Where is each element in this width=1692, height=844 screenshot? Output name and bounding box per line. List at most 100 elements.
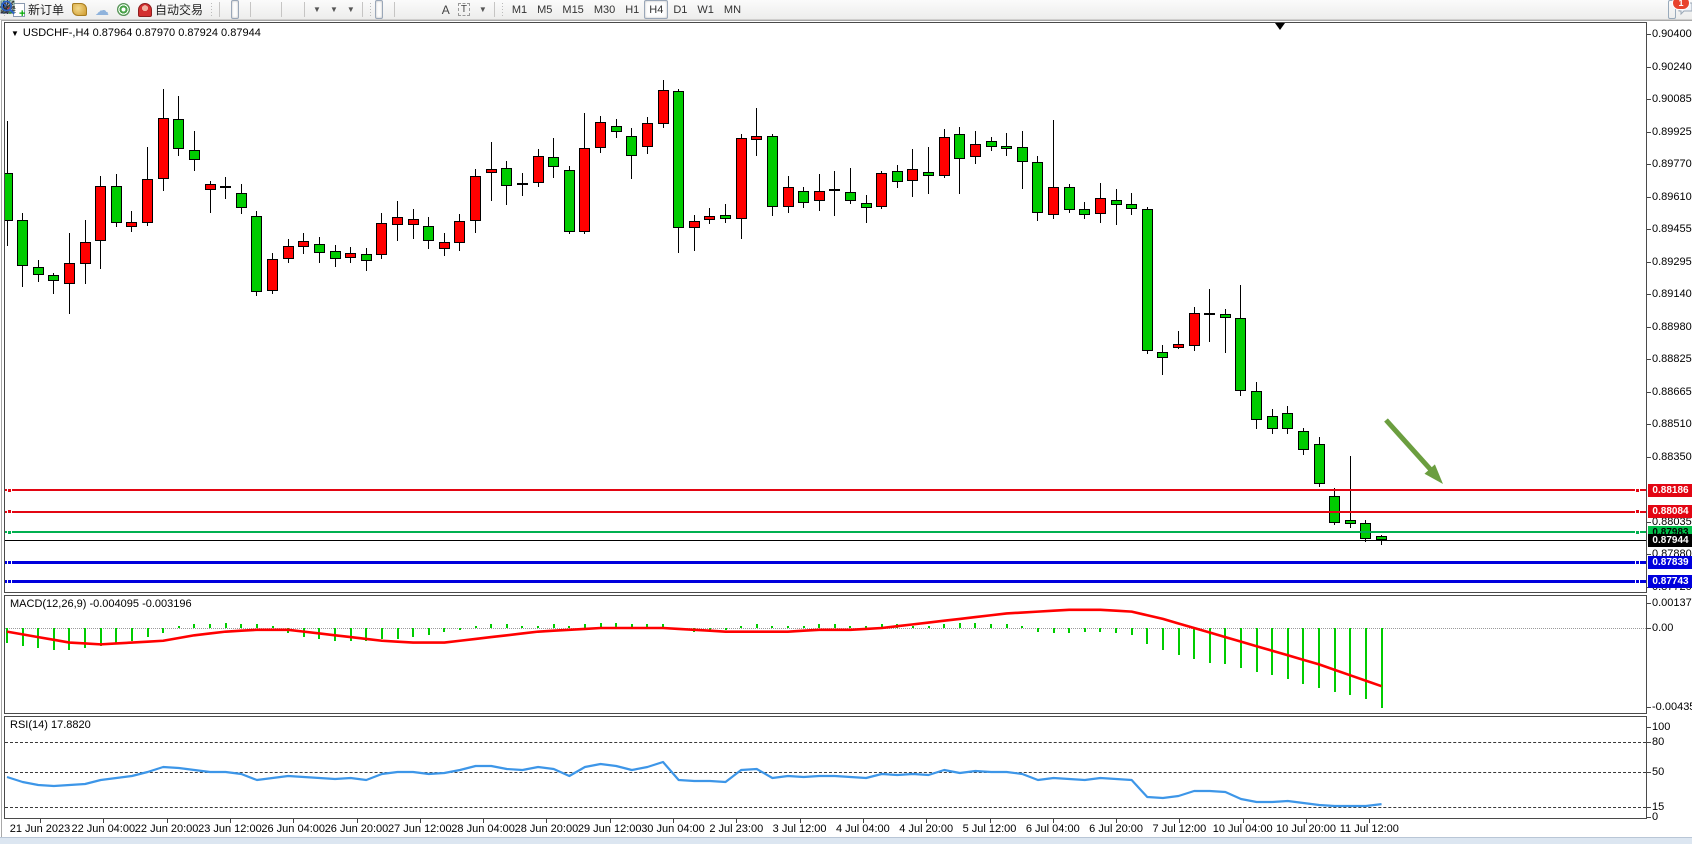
candle-wick bbox=[725, 204, 727, 224]
time-axis-label: 11 Jul 12:00 bbox=[1339, 823, 1399, 835]
candle-body bbox=[876, 172, 888, 207]
price-axis-tick bbox=[1647, 34, 1651, 35]
chat-button[interactable]: 1 bbox=[1672, 0, 1692, 19]
period-button[interactable]: ▼ bbox=[0, 0, 342, 19]
chevron-down-icon: ▼ bbox=[313, 5, 321, 14]
macd-axis-label: -0.004356 bbox=[1652, 701, 1692, 714]
new-chart-button[interactable]: ▼ bbox=[0, 0, 325, 19]
line-handle[interactable] bbox=[7, 529, 12, 535]
time-axis-tick bbox=[736, 819, 738, 823]
zoom-in-button[interactable] bbox=[1, 0, 262, 19]
signals-button[interactable] bbox=[113, 0, 134, 19]
timeframe-mn-button[interactable]: MN bbox=[723, 3, 742, 16]
line-handle[interactable] bbox=[1635, 487, 1640, 493]
horizontal-line-object[interactable] bbox=[5, 560, 1646, 564]
candle-body bbox=[1110, 199, 1122, 205]
autoscroll-button[interactable] bbox=[1, 0, 301, 19]
shift-chart-button[interactable] bbox=[1, 0, 293, 19]
line-handle[interactable] bbox=[1635, 509, 1640, 515]
horizontal-line-object[interactable] bbox=[5, 489, 1646, 492]
candlestick-button[interactable] bbox=[1, 0, 240, 19]
symbol-dropdown-icon[interactable]: ▼ bbox=[11, 29, 19, 38]
line-handle[interactable] bbox=[1635, 529, 1640, 535]
timeframe-m15-button[interactable]: M15 bbox=[562, 3, 584, 16]
time-axis-tick bbox=[799, 819, 801, 823]
autotrade-button[interactable]: 自动交易 bbox=[134, 0, 207, 19]
macd-histogram-bar bbox=[68, 628, 71, 650]
chart-title: ▼ USDCHF-,H4 0.87964 0.87970 0.87924 0.87… bbox=[11, 27, 261, 39]
new-order-button[interactable]: + 新订单 bbox=[9, 0, 68, 19]
candle-body bbox=[360, 254, 372, 261]
line-handle[interactable] bbox=[7, 559, 12, 565]
line-handle[interactable] bbox=[1635, 579, 1640, 585]
candle-body bbox=[63, 263, 75, 284]
cursor-button[interactable] bbox=[3, 0, 383, 19]
candle-body bbox=[438, 242, 450, 250]
cloud-button[interactable]: ☁ bbox=[91, 0, 113, 19]
macd-histogram-bar bbox=[599, 622, 602, 628]
hline-tool-button[interactable] bbox=[1, 0, 414, 19]
rsi-pane[interactable]: RSI(14) 17.8820 bbox=[4, 716, 1647, 819]
candle-body bbox=[1344, 519, 1356, 525]
horizontal-line-object[interactable] bbox=[5, 510, 1646, 513]
chart-shift-marker[interactable] bbox=[1275, 23, 1285, 30]
horizontal-line-object[interactable] bbox=[5, 539, 1646, 541]
time-axis-label: 22 Jun 04:00 bbox=[71, 823, 136, 835]
tile-windows-button[interactable] bbox=[0, 0, 278, 19]
macd-histogram-bar bbox=[537, 626, 540, 629]
macd-histogram-bar bbox=[1333, 628, 1336, 692]
text-label-tool-button[interactable]: T bbox=[454, 0, 474, 19]
timeframe-m5-button[interactable]: M5 bbox=[537, 3, 553, 16]
arrows-tool-button[interactable]: ▼ bbox=[3, 0, 491, 19]
timeframe-h1-button[interactable]: H1 bbox=[625, 3, 640, 16]
horizontal-line-object[interactable] bbox=[5, 531, 1646, 534]
vline-tool-button[interactable] bbox=[4, 0, 406, 19]
macd-histogram-bar bbox=[99, 628, 102, 647]
macd-histogram-bar bbox=[1224, 628, 1227, 665]
timeframe-m30-button[interactable]: M30 bbox=[593, 3, 616, 16]
trendline-tool-button[interactable] bbox=[0, 0, 422, 19]
timeframe-w1-button[interactable]: W1 bbox=[697, 3, 714, 16]
price-pane[interactable]: ▼ USDCHF-,H4 0.87964 0.87970 0.87924 0.87… bbox=[4, 22, 1647, 593]
line-handle[interactable] bbox=[1635, 559, 1640, 565]
rsi-axis-tick bbox=[1647, 742, 1651, 743]
timeframe-h4-button[interactable]: H4 bbox=[644, 0, 669, 19]
arrow-annotation[interactable] bbox=[5, 23, 1646, 592]
macd-histogram-bar bbox=[396, 628, 399, 639]
price-axis-label: 0.90085 bbox=[1652, 92, 1692, 105]
candle-body bbox=[1094, 198, 1106, 214]
candle-body bbox=[1157, 351, 1169, 358]
price-axis-label: 0.90240 bbox=[1652, 60, 1692, 73]
candle-body bbox=[454, 221, 466, 243]
fibonacci-tool-button[interactable]: F bbox=[1, 0, 438, 19]
price-axis-label: 0.88825 bbox=[1652, 352, 1692, 365]
timeframe-m1-button[interactable]: M1 bbox=[511, 3, 528, 16]
horizontal-line-object[interactable] bbox=[5, 580, 1646, 584]
line-handle[interactable] bbox=[7, 579, 12, 585]
candle-body bbox=[782, 186, 794, 207]
channel-tool-button[interactable]: E bbox=[0, 0, 430, 19]
crosshair-button[interactable] bbox=[0, 0, 391, 19]
price-tag: 0.88186 bbox=[1648, 483, 1692, 497]
time-axis-label: 4 Jul 04:00 bbox=[835, 823, 890, 835]
zoom-out-button[interactable] bbox=[1, 0, 270, 19]
candle-wick bbox=[1131, 192, 1133, 216]
line-handle[interactable] bbox=[7, 487, 12, 493]
candle-body bbox=[407, 218, 419, 225]
line-chart-button[interactable] bbox=[0, 0, 247, 19]
line-handle[interactable] bbox=[7, 509, 12, 515]
bar-chart-button[interactable] bbox=[1, 0, 231, 19]
macd-histogram-bar bbox=[787, 626, 789, 629]
text-tool-button[interactable]: A bbox=[438, 0, 454, 19]
macd-histogram-bar bbox=[552, 624, 555, 628]
rsi-axis-label: 50 bbox=[1652, 766, 1665, 778]
seal-button[interactable] bbox=[68, 0, 91, 19]
timeframe-d1-button[interactable]: D1 bbox=[673, 3, 688, 16]
time-axis-label: 6 Jul 04:00 bbox=[1025, 823, 1080, 835]
candle-wick bbox=[1178, 330, 1179, 350]
seal-icon bbox=[72, 3, 88, 16]
template-button[interactable]: ▼ bbox=[0, 0, 359, 19]
candle-body bbox=[204, 184, 216, 191]
macd-pane[interactable]: MACD(12,26,9) -0.004095 -0.003196 bbox=[4, 595, 1647, 714]
macd-histogram-bar bbox=[1130, 628, 1133, 636]
